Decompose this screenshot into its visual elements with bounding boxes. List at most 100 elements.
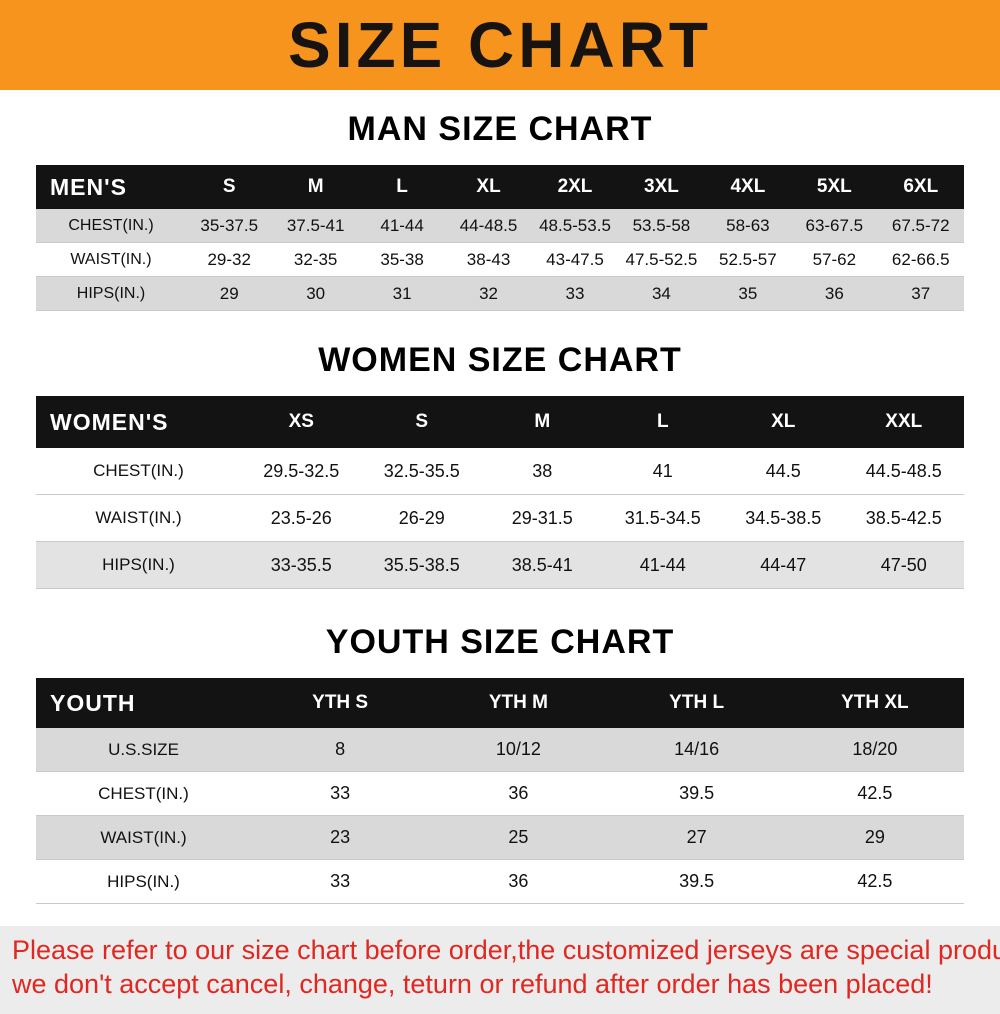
- size-cell: 39.5: [679, 783, 715, 803]
- column-header: L: [396, 176, 408, 197]
- column-header: 2XL: [557, 176, 593, 197]
- size-cell: 29: [219, 283, 239, 303]
- size-cell: 42.5: [857, 783, 893, 803]
- size-cell: 37: [911, 283, 931, 303]
- size-cell: 38.5-41: [511, 554, 573, 575]
- row-label: CHEST(IN.): [98, 783, 189, 803]
- men-table-header-row: MEN'S S M L XL 2XL 3XL 4XL 5XL 6XL: [36, 165, 964, 209]
- women-chest-row: CHEST(IN.) 29.5-32.5 32.5-35.5 38 41 44.…: [36, 448, 964, 495]
- size-cell: 36: [508, 783, 529, 803]
- size-cell: 41-44: [380, 215, 424, 235]
- column-header: XS: [288, 411, 314, 432]
- size-cell: 35: [738, 283, 758, 303]
- men-hips-row: HIPS(IN.) 29 30 31 32 33 34 35 36 37: [36, 277, 964, 311]
- size-cell: 57-62: [812, 249, 857, 269]
- size-cell: 29: [864, 827, 885, 847]
- column-header: YTH M: [488, 692, 548, 713]
- column-header: XL: [771, 411, 796, 432]
- size-cell: 37.5-41: [286, 215, 345, 235]
- column-header: 6XL: [903, 176, 939, 197]
- size-cell: 41-44: [639, 554, 686, 575]
- row-label: U.S.SIZE: [108, 739, 179, 759]
- size-cell: 29.5-32.5: [263, 460, 340, 481]
- size-cell: 34: [651, 283, 671, 303]
- youth-hips-row: HIPS(IN.) 33 36 39.5 42.5: [36, 860, 964, 904]
- size-cell: 30: [306, 283, 326, 303]
- size-cell: 38.5-42.5: [865, 507, 942, 528]
- youth-table-label: YOUTH: [50, 689, 136, 716]
- man-section-title: MAN SIZE CHART: [347, 110, 653, 148]
- men-table-label: MEN'S: [50, 173, 127, 200]
- size-cell: 35.5-38.5: [383, 554, 460, 575]
- size-cell: 48.5-53.5: [539, 215, 611, 235]
- column-header: L: [656, 411, 669, 432]
- size-cell: 38: [532, 460, 553, 481]
- youth-table-header-row: YOUTH YTH S YTH M YTH L YTH XL: [36, 678, 964, 728]
- size-chart-title: SIZE CHART: [288, 9, 712, 81]
- size-cell: 36: [508, 871, 529, 891]
- youth-ussize-row: U.S.SIZE 8 10/12 14/16 18/20: [36, 728, 964, 772]
- column-header: XXL: [885, 411, 923, 432]
- size-cell: 44-48.5: [459, 215, 518, 235]
- row-label: WAIST(IN.): [70, 250, 152, 268]
- size-cell: 34.5-38.5: [745, 507, 822, 528]
- women-table-label: WOMEN'S: [50, 408, 169, 435]
- size-cell: 33: [330, 871, 351, 891]
- youth-chest-row: CHEST(IN.) 33 36 39.5 42.5: [36, 772, 964, 816]
- column-header: 3XL: [644, 176, 679, 197]
- column-header: YTH L: [669, 692, 725, 713]
- column-header: 4XL: [730, 176, 766, 197]
- size-cell: 38-43: [466, 249, 511, 269]
- column-header: M: [534, 411, 551, 432]
- order-notice: Please refer to our size chart before or…: [0, 926, 1000, 1014]
- size-cell: 39.5: [679, 871, 715, 891]
- size-cell: 14/16: [674, 739, 720, 759]
- row-label: HIPS(IN.): [76, 284, 146, 302]
- size-cell: 47.5-52.5: [625, 249, 698, 269]
- column-header: S: [415, 411, 429, 432]
- size-cell: 41: [652, 460, 673, 481]
- size-cell: 53.5-58: [632, 215, 691, 235]
- row-label: HIPS(IN.): [107, 871, 180, 891]
- men-waist-row: WAIST(IN.) 29-32 32-35 35-38 38-43 43-47…: [36, 243, 964, 277]
- size-cell: 23.5-26: [270, 507, 332, 528]
- size-cell: 10/12: [495, 739, 541, 759]
- size-cell: 58-63: [726, 215, 770, 235]
- men-chest-row: CHEST(IN.) 35-37.5 37.5-41 41-44 44-48.5…: [36, 209, 964, 243]
- size-cell: 63-67.5: [805, 215, 864, 235]
- column-header: YTH S: [312, 692, 369, 713]
- row-label: WAIST(IN.): [95, 508, 182, 527]
- size-cell: 62-66.5: [891, 249, 950, 269]
- size-cell: 33: [330, 783, 351, 803]
- size-cell: 47-50: [880, 554, 927, 575]
- row-label: HIPS(IN.): [102, 555, 175, 574]
- column-header: YTH XL: [841, 692, 909, 713]
- size-cell: 44.5-48.5: [865, 460, 942, 481]
- size-cell: 29-31.5: [511, 507, 573, 528]
- size-cell: 23: [330, 827, 351, 847]
- women-hips-row: HIPS(IN.) 33-35.5 35.5-38.5 38.5-41 41-4…: [36, 542, 964, 589]
- size-cell: 33-35.5: [270, 554, 332, 575]
- size-cell: 32-35: [293, 249, 338, 269]
- row-label: CHEST(IN.): [68, 216, 154, 234]
- size-cell: 27: [686, 827, 707, 847]
- size-cell: 32: [479, 283, 498, 303]
- size-cell: 33: [565, 283, 585, 303]
- size-cell: 67.5-72: [891, 215, 950, 235]
- size-cell: 32.5-35.5: [383, 460, 460, 481]
- size-cell: 25: [508, 827, 529, 847]
- row-label: CHEST(IN.): [93, 461, 184, 480]
- youth-waist-row: WAIST(IN.) 23 25 27 29: [36, 816, 964, 860]
- size-cell: 52.5-57: [719, 249, 777, 269]
- size-cell: 43-47.5: [546, 249, 604, 269]
- women-waist-row: WAIST(IN.) 23.5-26 26-29 29-31.5 31.5-34…: [36, 495, 964, 542]
- notice-line-2: we don't accept cancel, change, teturn o…: [12, 968, 933, 999]
- size-cell: 42.5: [857, 871, 893, 891]
- column-header: XL: [476, 176, 501, 197]
- column-header: S: [222, 176, 236, 197]
- youth-size-table: YOUTH YTH S YTH M YTH L YTH XL U.S.SIZE …: [36, 678, 964, 904]
- size-cell: 29-32: [207, 249, 251, 269]
- women-section-title: WOMEN SIZE CHART: [318, 341, 682, 379]
- size-cell: 18/20: [852, 739, 898, 759]
- column-header: M: [307, 176, 324, 197]
